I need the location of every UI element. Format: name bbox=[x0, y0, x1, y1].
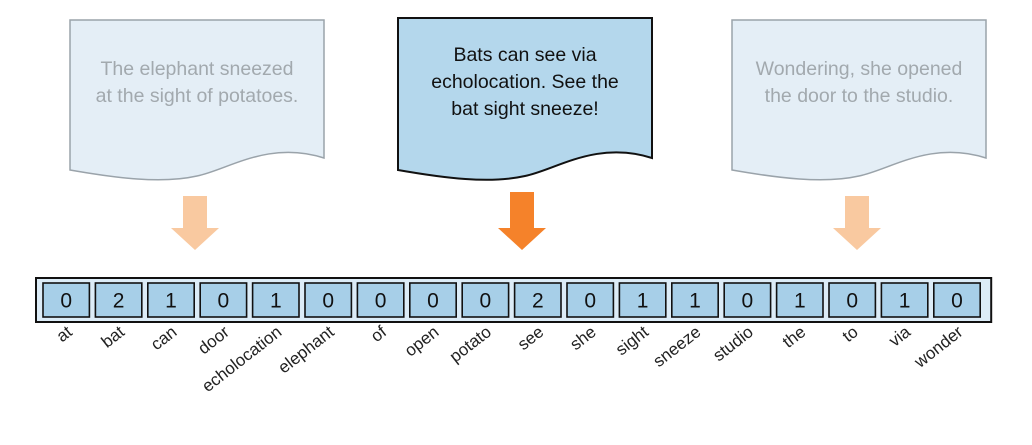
vector-cell: 2 bbox=[513, 282, 562, 318]
down-arrow-icon bbox=[833, 196, 881, 250]
vocabulary-word: at bbox=[53, 322, 76, 346]
document-bats: Bats can see via echolocation. See the bat… bbox=[397, 17, 653, 181]
vector-cell: 1 bbox=[251, 282, 300, 318]
vocabulary-word: the bbox=[779, 322, 809, 352]
vector-value: 0 bbox=[322, 290, 334, 313]
vector-value: 1 bbox=[899, 290, 911, 313]
document-line: The elephant sneezed bbox=[101, 58, 294, 80]
vector-cell-box bbox=[880, 282, 929, 318]
vocabulary-word: she bbox=[566, 322, 599, 354]
vocabulary-word: can bbox=[147, 322, 180, 354]
vector-cell: 1 bbox=[618, 282, 667, 318]
vector-value: 0 bbox=[218, 290, 230, 313]
down-arrow-icon bbox=[171, 196, 219, 250]
vocabulary-word: via bbox=[885, 322, 914, 351]
vector-cell-box bbox=[42, 282, 91, 318]
document-line: at the sight of potatoes. bbox=[96, 85, 299, 107]
vector-value: 1 bbox=[794, 290, 806, 313]
document-wondering: Wondering, she opened the door to the stu… bbox=[731, 19, 987, 181]
vector-cell: 2 bbox=[94, 282, 143, 318]
document-shape bbox=[397, 17, 653, 181]
vector-cell-box bbox=[199, 282, 248, 318]
vector-cell: 0 bbox=[566, 282, 615, 318]
vector-cell-box bbox=[932, 282, 981, 318]
document-line: Bats can see via bbox=[453, 44, 596, 66]
vocabulary-word: potato bbox=[446, 322, 495, 366]
document-line: bat sight sneeze! bbox=[451, 98, 598, 120]
vector-cell-box bbox=[828, 282, 877, 318]
vector-cell: 1 bbox=[147, 282, 196, 318]
document-elephant: The elephant sneezed at the sight of pota… bbox=[69, 19, 325, 181]
vector-value: 0 bbox=[60, 290, 72, 313]
vector-value: 0 bbox=[742, 290, 754, 313]
vector-cell-box bbox=[618, 282, 667, 318]
vector-value: 1 bbox=[165, 290, 177, 313]
vocabulary-word: studio bbox=[709, 322, 756, 365]
vocabulary-word: sneeze bbox=[650, 322, 705, 371]
vector-value: 0 bbox=[584, 290, 596, 313]
vector-cell: 0 bbox=[932, 282, 981, 318]
vector-cell-box bbox=[513, 282, 562, 318]
vocabulary-word: see bbox=[514, 322, 547, 354]
count-vector: 0 2 1 0 1 0 0 0 0 2 0 1 1 0 1 0 1 0 bbox=[35, 277, 993, 323]
vocabulary-word: to bbox=[839, 322, 862, 346]
vector-value: 1 bbox=[270, 290, 282, 313]
vector-cell-box bbox=[251, 282, 300, 318]
vector-cell-box bbox=[566, 282, 615, 318]
vector-value: 0 bbox=[375, 290, 387, 313]
document-shape bbox=[69, 19, 325, 181]
vocabulary-word: bat bbox=[98, 322, 129, 352]
vector-value: 2 bbox=[532, 290, 544, 313]
arrows-layer bbox=[171, 192, 881, 250]
vocabulary-word: open bbox=[401, 322, 443, 360]
vocabulary-word: of bbox=[367, 322, 390, 346]
vector-cell-box bbox=[723, 282, 772, 318]
vector-cell-box bbox=[670, 282, 719, 318]
vocabulary-word: sight bbox=[612, 322, 652, 359]
vector-cell: 0 bbox=[356, 282, 405, 318]
vector-cell: 0 bbox=[828, 282, 877, 318]
vector-cell-box bbox=[304, 282, 353, 318]
vocabulary-word: wonder bbox=[910, 322, 967, 372]
vector-cell: 0 bbox=[304, 282, 353, 318]
vocabulary-word: elephant bbox=[275, 322, 338, 377]
document-line: echolocation. See the bbox=[431, 71, 619, 93]
vector-value: 0 bbox=[846, 290, 858, 313]
vector-cell: 0 bbox=[408, 282, 457, 318]
document-line: Wondering, she opened bbox=[756, 58, 963, 80]
documents-layer: The elephant sneezed at the sight of pota… bbox=[69, 17, 987, 181]
vector-cell: 1 bbox=[880, 282, 929, 318]
document-shape bbox=[731, 19, 987, 181]
vector-cell: 0 bbox=[42, 282, 91, 318]
vector-value: 2 bbox=[113, 290, 125, 313]
vector-cell-box bbox=[94, 282, 143, 318]
vocabulary-word: door bbox=[194, 322, 233, 358]
vector-cell: 1 bbox=[670, 282, 719, 318]
vector-value: 1 bbox=[689, 290, 701, 313]
vector-value: 0 bbox=[427, 290, 439, 313]
document-line: the door to the studio. bbox=[765, 85, 954, 107]
vector-cell-box bbox=[775, 282, 824, 318]
vector-value: 0 bbox=[480, 290, 492, 313]
vector-cell: 0 bbox=[461, 282, 510, 318]
vector-value: 1 bbox=[637, 290, 649, 313]
vector-cell-box bbox=[356, 282, 405, 318]
vector-cell-box bbox=[461, 282, 510, 318]
vector-cell-box bbox=[408, 282, 457, 318]
vector-cell: 0 bbox=[723, 282, 772, 318]
vector-cell: 0 bbox=[199, 282, 248, 318]
vector-value: 0 bbox=[951, 290, 963, 313]
down-arrow-icon bbox=[498, 192, 546, 250]
vector-cell: 1 bbox=[775, 282, 824, 318]
vector-cell-box bbox=[147, 282, 196, 318]
